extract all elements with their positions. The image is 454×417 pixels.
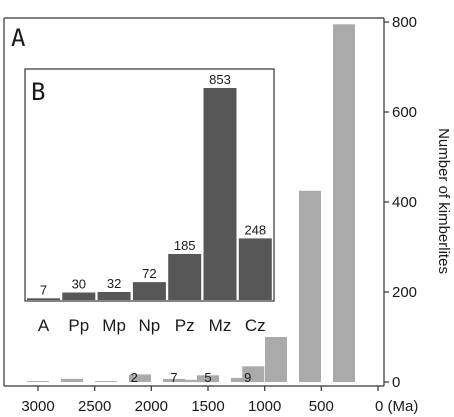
inset-category-label: Pp xyxy=(68,316,89,335)
main-bar xyxy=(242,366,265,383)
main-bar xyxy=(265,337,287,382)
y-tick-label: 400 xyxy=(392,194,417,211)
main-data-label: 7 xyxy=(170,370,177,385)
main-bar xyxy=(197,375,219,383)
x-tick-label: 1000 xyxy=(248,398,281,415)
inset-value-label: 853 xyxy=(209,72,231,87)
main-bar xyxy=(163,378,185,382)
panel-label-b: B xyxy=(31,78,45,106)
x-tick-label: 2500 xyxy=(78,398,111,415)
inset-bar-series xyxy=(27,88,272,300)
main-bar xyxy=(27,381,49,382)
main-bar xyxy=(95,381,117,382)
x-axis: 3000 2500 2000 1500 1000 500 0 (Ma) xyxy=(21,386,418,415)
main-data-labels: 2 7 5 9 xyxy=(131,370,252,385)
x-tick-label: 500 xyxy=(309,398,334,415)
x-tick-label: 3000 xyxy=(21,398,54,415)
inset-bar xyxy=(97,292,131,300)
main-data-label: 9 xyxy=(244,370,251,385)
main-bar-series xyxy=(27,24,355,383)
y-tick-label: 600 xyxy=(392,104,417,121)
main-bar xyxy=(231,377,253,382)
y-tick-label: 200 xyxy=(392,284,417,301)
y-tick-label: 0 xyxy=(392,374,400,391)
inset-bar xyxy=(62,292,96,300)
inset-category-label: Pz xyxy=(175,316,195,335)
inset-value-label: 30 xyxy=(72,277,86,292)
inset-value-label: 32 xyxy=(107,276,121,291)
main-bar xyxy=(61,378,83,382)
inset-bar xyxy=(132,282,166,300)
panel-label-a: A xyxy=(11,24,26,52)
inset-value-label: 185 xyxy=(174,238,196,253)
inset-category-labels: A Pp Mp Np Pz Mz Cz xyxy=(38,316,266,335)
inset-value-label: 248 xyxy=(244,222,266,237)
inset-category-label: Cz xyxy=(245,316,266,335)
inset-value-labels: 7 30 32 72 185 853 248 xyxy=(40,72,266,297)
inset-category-label: Mz xyxy=(209,316,232,335)
inset-category-label: Mp xyxy=(102,316,126,335)
inset-value-label: 72 xyxy=(142,266,156,281)
x-tick-label: 1500 xyxy=(191,398,224,415)
inset-value-label: 7 xyxy=(40,282,47,297)
main-data-label: 5 xyxy=(204,370,211,385)
x-tick-label: 2000 xyxy=(135,398,168,415)
y-axis-title: Number of kimberlites xyxy=(435,128,452,274)
inset-bar xyxy=(203,88,237,300)
main-data-label: 2 xyxy=(131,370,138,385)
inset-category-label: A xyxy=(38,316,50,335)
inset-bar xyxy=(27,298,60,300)
main-bar xyxy=(180,379,202,383)
main-bar xyxy=(299,190,321,383)
y-tick-label: 800 xyxy=(392,14,417,31)
x-tick-label: 0 (Ma) xyxy=(375,398,418,415)
main-bar xyxy=(333,24,355,383)
inset-bar xyxy=(238,238,272,300)
inset-bar xyxy=(168,254,202,300)
y-axis: 0 200 400 600 800 xyxy=(384,14,417,391)
inset-category-label: Np xyxy=(139,316,161,335)
main-bar xyxy=(129,374,151,382)
